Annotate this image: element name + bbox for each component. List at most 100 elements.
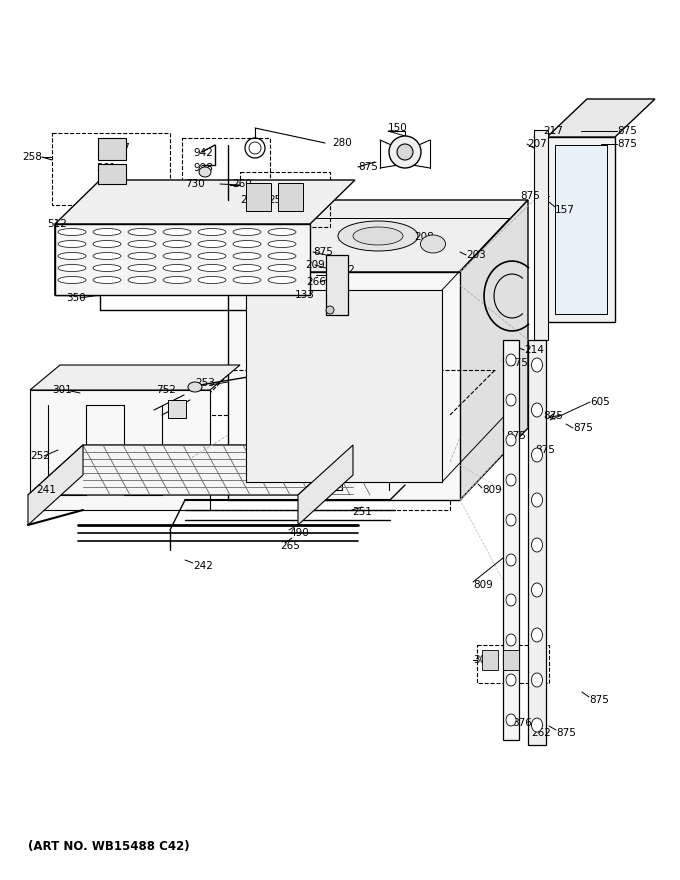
Ellipse shape [506, 434, 516, 446]
Ellipse shape [128, 229, 156, 236]
Text: 257: 257 [110, 143, 130, 153]
Ellipse shape [128, 240, 156, 247]
Ellipse shape [198, 276, 226, 283]
Text: 875: 875 [617, 139, 637, 149]
Text: 875: 875 [508, 358, 528, 368]
Bar [278, 183, 303, 211]
Ellipse shape [188, 382, 202, 392]
Ellipse shape [268, 253, 296, 260]
Text: 875: 875 [535, 445, 555, 455]
Text: 266: 266 [306, 277, 326, 287]
Bar [246, 183, 271, 211]
Bar [168, 400, 186, 418]
Text: 875: 875 [520, 191, 540, 201]
Text: 875: 875 [543, 411, 563, 421]
Polygon shape [528, 340, 546, 745]
Ellipse shape [268, 276, 296, 283]
Text: 214: 214 [524, 345, 544, 355]
Ellipse shape [506, 354, 516, 366]
Text: 875: 875 [358, 162, 378, 172]
Text: 203: 203 [466, 250, 486, 260]
Ellipse shape [532, 403, 543, 417]
Ellipse shape [93, 240, 121, 247]
Ellipse shape [58, 253, 86, 260]
Ellipse shape [58, 240, 86, 247]
Ellipse shape [389, 136, 421, 168]
Ellipse shape [233, 229, 261, 236]
Text: 261: 261 [96, 163, 116, 173]
Ellipse shape [128, 265, 156, 272]
Text: 258: 258 [22, 152, 42, 162]
Bar [188, 415, 450, 510]
Ellipse shape [532, 718, 543, 732]
Ellipse shape [532, 673, 543, 687]
Bar [326, 255, 348, 315]
Ellipse shape [268, 229, 296, 236]
Text: 265: 265 [280, 541, 300, 551]
Text: 157: 157 [555, 205, 575, 215]
Ellipse shape [420, 235, 445, 253]
Text: 280: 280 [332, 138, 352, 148]
Ellipse shape [532, 448, 543, 462]
Text: 875: 875 [313, 247, 333, 257]
Text: 252: 252 [30, 451, 50, 461]
Text: 132: 132 [336, 265, 356, 275]
Text: 512: 512 [47, 219, 67, 229]
Text: 730: 730 [185, 179, 205, 189]
Text: 301: 301 [52, 385, 72, 395]
Text: 262: 262 [531, 728, 551, 738]
Polygon shape [28, 445, 83, 525]
Ellipse shape [198, 265, 226, 272]
Text: 133: 133 [295, 290, 315, 300]
Polygon shape [460, 200, 528, 500]
Bar [98, 164, 126, 184]
Ellipse shape [58, 265, 86, 272]
Ellipse shape [93, 276, 121, 283]
Polygon shape [547, 99, 655, 137]
Text: (ART NO. WB15488 C42): (ART NO. WB15488 C42) [28, 840, 190, 853]
Polygon shape [228, 272, 460, 500]
Ellipse shape [268, 265, 296, 272]
Ellipse shape [93, 229, 121, 236]
Ellipse shape [338, 221, 418, 251]
Text: 208: 208 [414, 232, 434, 242]
Ellipse shape [397, 144, 413, 160]
Text: 942: 942 [193, 148, 213, 158]
Text: 875: 875 [573, 423, 593, 433]
Polygon shape [30, 390, 210, 510]
Ellipse shape [532, 628, 543, 642]
Ellipse shape [128, 276, 156, 283]
Bar [98, 138, 126, 160]
Ellipse shape [506, 514, 516, 526]
Polygon shape [55, 224, 310, 295]
Ellipse shape [233, 276, 261, 283]
Ellipse shape [199, 167, 211, 177]
Ellipse shape [506, 714, 516, 726]
Text: 875: 875 [589, 695, 609, 705]
Ellipse shape [233, 265, 261, 272]
Text: 876: 876 [512, 718, 532, 728]
Bar [182, 138, 270, 216]
Ellipse shape [163, 253, 191, 260]
Ellipse shape [233, 253, 261, 260]
Ellipse shape [163, 265, 191, 272]
Text: 875: 875 [556, 728, 576, 738]
Bar [503, 650, 519, 670]
Text: 998: 998 [193, 163, 213, 173]
Ellipse shape [506, 394, 516, 406]
Polygon shape [534, 130, 548, 340]
Text: 241: 241 [36, 485, 56, 495]
Bar [52, 133, 170, 205]
Ellipse shape [198, 253, 226, 260]
Text: 605: 605 [590, 397, 610, 407]
Text: 300: 300 [473, 655, 492, 665]
Ellipse shape [506, 594, 516, 606]
Text: 207: 207 [527, 139, 547, 149]
Polygon shape [28, 445, 353, 495]
Ellipse shape [198, 240, 226, 247]
Ellipse shape [163, 229, 191, 236]
Ellipse shape [128, 253, 156, 260]
Ellipse shape [93, 253, 121, 260]
Text: 875: 875 [506, 431, 526, 441]
Text: 150: 150 [388, 123, 408, 133]
